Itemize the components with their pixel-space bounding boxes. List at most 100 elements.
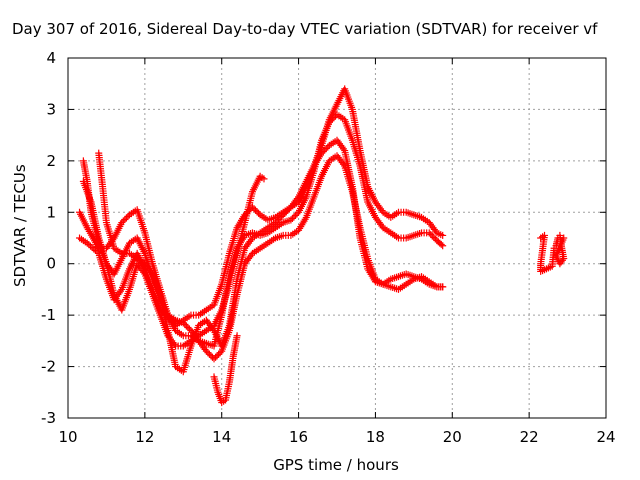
data-point [437,240,445,248]
data-point [244,208,252,216]
data-point [278,212,286,220]
data-point [427,230,435,238]
y-tick-label: 3 [46,100,56,118]
data-point [204,349,212,357]
series-track-2 [79,85,447,329]
data-point [439,242,447,250]
y-tick-label: -3 [41,409,56,427]
data-point [439,283,447,291]
axis-ticks [67,57,607,419]
data-point [147,268,155,276]
y-tick-label: -1 [41,306,56,324]
data-point [122,214,130,222]
series-track-5 [95,136,447,376]
data-point [378,222,386,230]
data-point [250,205,258,213]
series-track-6 [210,332,241,407]
y-tick-label: -2 [41,358,56,376]
data-point [428,232,436,240]
x-axis-label: GPS time / hours [273,456,399,474]
data-point [210,355,218,363]
data-point [425,229,433,237]
data-point [282,208,290,216]
x-tick-label: 20 [443,428,462,446]
data-point [233,332,241,340]
data-point [205,350,213,358]
data-point [272,219,280,227]
data-point [253,208,261,216]
y-tick-label: 0 [46,255,56,273]
x-tick-label: 16 [289,428,308,446]
data-point [281,209,289,217]
data-point [287,216,295,224]
y-tick-label: 2 [46,152,56,170]
x-tick-label: 18 [366,428,385,446]
data-point [93,248,101,256]
data-point [216,349,224,357]
x-tick-label: 22 [520,428,539,446]
data-point [290,213,298,221]
data-point [291,211,299,219]
data-point [117,287,125,295]
data-point [279,211,287,219]
data-point [328,115,336,123]
data-point [209,325,217,333]
data-point [247,236,255,244]
data-point [275,215,283,223]
data-point [182,322,190,330]
y-axis-label: SDTVAR / TECUs [11,164,29,287]
data-point [119,217,127,225]
data-point [339,145,347,153]
data-point [179,319,187,327]
data-point [330,114,338,122]
data-point [321,146,329,154]
data-point [322,145,330,153]
data-point [213,352,221,360]
data-point [327,117,335,125]
data-point [260,175,268,183]
data-point [212,353,220,361]
data-point [202,347,210,355]
data-point [88,244,96,252]
data-point [339,160,347,168]
data-point [83,239,91,247]
data-point [87,242,95,250]
y-tick-label: 1 [46,203,56,221]
data-point [184,323,192,331]
data-point [288,214,296,222]
data-point [325,118,333,126]
x-tick-label: 10 [58,428,77,446]
series-track-7 [537,231,568,275]
data-point [560,234,568,242]
data-point [181,320,189,328]
data-point [242,209,250,217]
data-point [378,207,386,215]
y-tick-label: 4 [46,49,56,67]
data-point [215,350,223,358]
data-point [318,149,326,157]
grid [68,58,606,418]
data-point [319,148,327,156]
data-point [91,246,99,254]
data-point [439,231,447,239]
data-point [121,215,129,223]
chart-title: Day 307 of 2016, Sidereal Day-to-day VTE… [12,20,598,38]
data-point [85,241,93,249]
data-point [247,251,255,259]
data-point [207,352,215,360]
data-point [273,217,281,225]
data-point [252,206,260,214]
data-point [430,233,438,241]
x-tick-label: 12 [135,428,154,446]
x-tick-label: 14 [212,428,231,446]
data-point [284,206,292,214]
data-point [276,214,284,222]
data-point [248,203,256,211]
data-point [118,219,126,227]
data-point [90,245,98,253]
data-point [245,206,253,214]
data-point [241,211,249,219]
data-points [76,85,568,407]
